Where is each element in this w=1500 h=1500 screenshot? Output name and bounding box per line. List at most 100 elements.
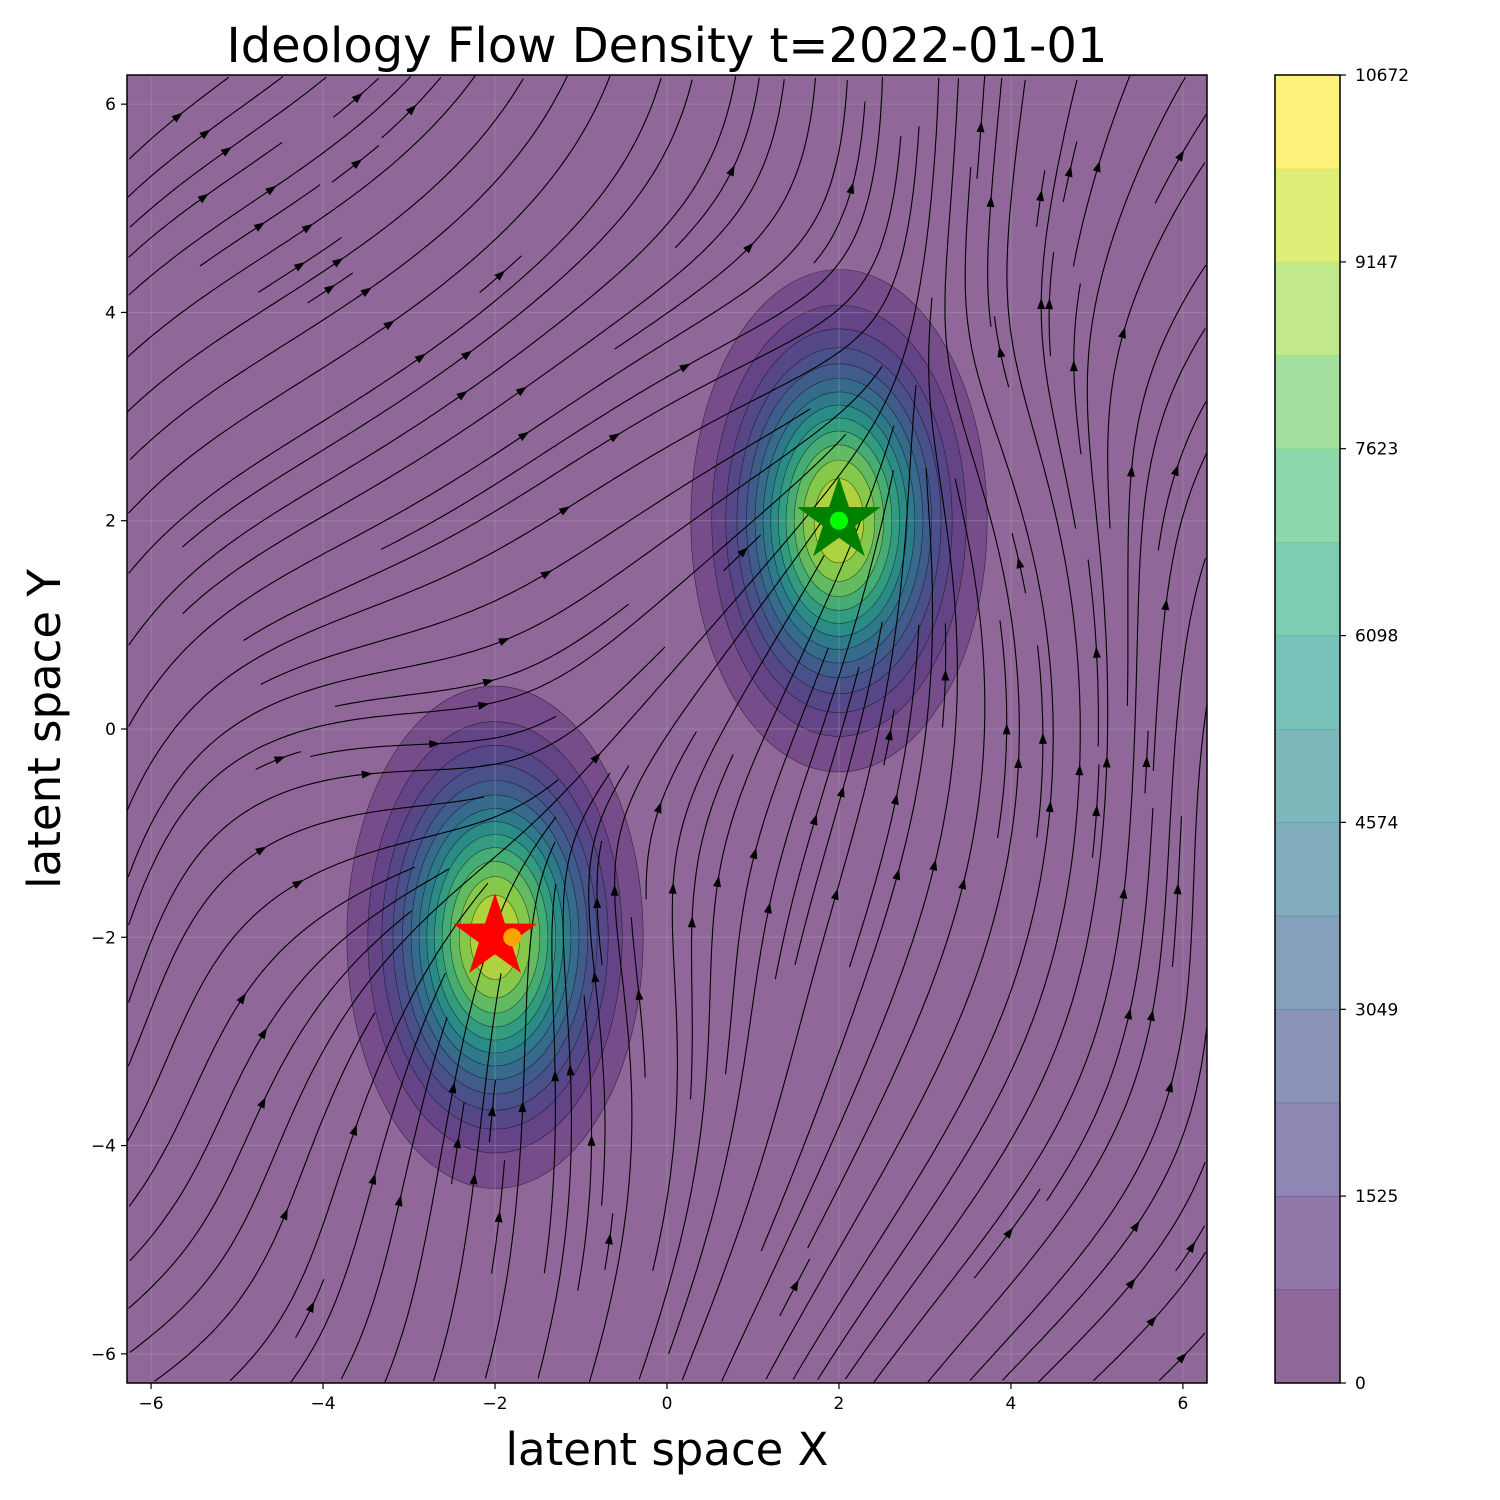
y-tick-label: 0 [105,720,116,740]
streamline-arrow [929,859,938,871]
streamline-arrow [1045,298,1054,310]
streamline-arrow [1185,1241,1196,1254]
streamline-arrow [1075,764,1084,776]
streamline-arrow [635,988,644,1001]
streamline-arrow [236,993,246,1005]
streamline-arrow [737,547,749,558]
colorbar-tick: 4574 [1340,813,1398,833]
streamline-arrow [1142,756,1151,768]
colorbar-tick: 7623 [1340,440,1398,460]
colorbar-band [1275,822,1340,917]
streamline-arrow [668,882,677,894]
colorbar-band [1275,355,1340,450]
y-tick: 4 [105,303,127,323]
colorbar-tick: 1525 [1340,1187,1398,1207]
y-tick-label: 4 [105,303,116,323]
x-tick-label: −2 [482,1394,507,1414]
streamline-arrow [494,1211,503,1223]
streamline-arrow [323,284,336,295]
streamline-arrow [1125,1278,1136,1290]
dot-marker [829,511,848,530]
streamline-arrow [429,740,441,749]
y-tick-label: 2 [105,512,116,532]
colorbar-band [1275,168,1340,263]
streamline-arrow [253,222,266,232]
x-axis-ticks: −6 −4 −2 0 2 4 6 [139,1383,1188,1414]
streamline-arrow [1119,887,1128,899]
streamline-arrow [257,1027,268,1040]
colorbar-tick-label: 7623 [1355,440,1398,460]
streamline-arrow [1003,1227,1014,1239]
streamline-arrow [517,431,530,442]
colorbar-ticks: 0 1525 3049 4574 6098 7623 9147 10672 [1340,66,1409,1394]
colorbar-tick-label: 9147 [1355,253,1398,273]
x-tick-label: 4 [1006,1394,1017,1414]
streamline-arrow [1092,805,1101,817]
colorbar-band [1275,1289,1340,1384]
colorbar-band [1275,261,1340,356]
streamline-arrow [1038,732,1047,744]
streamline-arrow [892,868,901,881]
streamline-arrow [653,801,662,814]
streamline-arrow [763,902,772,914]
streamline-arrow [1173,883,1182,895]
colorbar-band [1275,729,1340,823]
y-tick-label: −2 [91,928,116,948]
streamline-arrow [383,320,395,330]
streamline-arrow [587,1134,596,1146]
x-tick: −6 [139,1383,164,1414]
streamline-arrow [279,1208,288,1221]
colorbar-band [1275,75,1340,169]
markers [453,476,881,973]
streamline-arrow [687,916,696,928]
streamline-arrow [836,786,845,798]
x-tick: −4 [311,1383,336,1414]
streamline-arrow [890,793,899,806]
streamline-arrow [1016,557,1025,569]
streamline-arrow [349,1124,357,1137]
streamline-arrow [482,678,495,687]
streamline-arrow [1118,327,1126,339]
streamline-arrow [1064,165,1073,178]
streamline-arrow [884,729,893,741]
streamline-arrow [498,638,510,646]
streamline-arrow [469,1173,478,1185]
colorbar-tick-label: 3049 [1355,1000,1398,1020]
streamline-arrow [1146,1315,1157,1327]
streamline-arrow [351,92,363,104]
streamline-arrow [713,875,722,888]
colorbar-band [1275,635,1340,730]
streamline-arrow [1002,723,1011,735]
streamline-arrow [1161,598,1170,611]
streamline-arrow [350,159,363,170]
streamline-arrow [941,669,950,681]
colorbar-tick-label: 10672 [1355,66,1409,86]
colorbar-band [1275,448,1340,543]
x-axis-label: latent space X [505,1423,828,1476]
streamline-arrow [604,1233,613,1245]
streamline-arrow [477,701,490,710]
colorbar-tick-label: 1525 [1355,1187,1398,1207]
x-tick-label: 2 [834,1394,845,1414]
streamline-arrow [1176,1352,1187,1364]
colorbar-tick: 10672 [1340,66,1409,86]
y-tick: −4 [91,1137,127,1157]
plot-area [126,74,1208,1384]
streamline-arrow [743,242,754,254]
streamline-arrow [997,346,1006,358]
streamline-arrow [1124,1008,1132,1020]
streamline-arrow [171,112,183,123]
x-tick-label: −6 [139,1394,164,1414]
colorbar-tick: 6098 [1340,627,1398,647]
streamline-arrow [1165,1081,1173,1093]
streamline-arrow [368,1173,377,1185]
streamline-arrow [487,1105,496,1117]
streamline-arrow [293,262,306,272]
dot-marker [503,928,522,947]
streamline-arrow [265,185,277,196]
streamline-arrow [291,880,304,889]
streamline-arrow [846,182,855,195]
streamlines [127,75,1207,1383]
streamline-arrow [197,193,209,204]
